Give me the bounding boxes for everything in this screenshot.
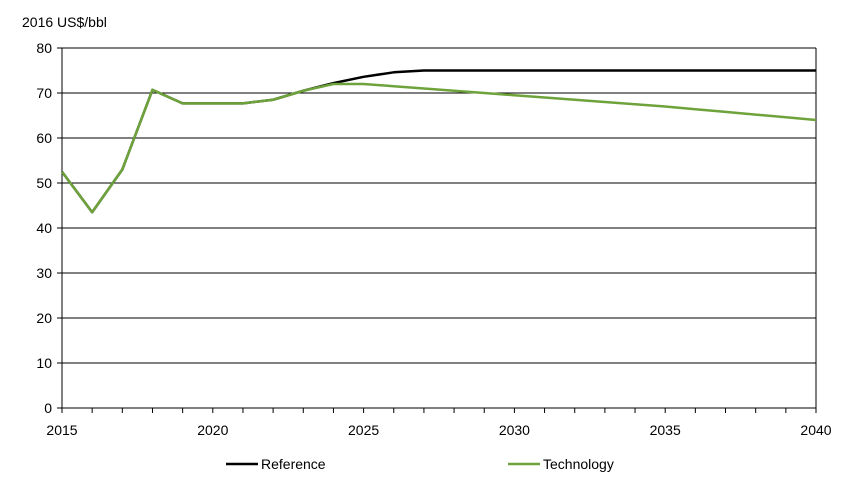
y-tick-label-60: 60 <box>36 130 52 146</box>
x-tick-label-2025: 2025 <box>348 422 379 438</box>
gridlines <box>62 47 816 409</box>
y-tick-label-50: 50 <box>36 175 52 191</box>
legend-label-technology: Technology <box>543 456 614 472</box>
y-tick-label-70: 70 <box>36 85 52 101</box>
axes <box>61 48 817 409</box>
y-tick-label-30: 30 <box>36 265 52 281</box>
x-tick-label-2015: 2015 <box>46 422 77 438</box>
series-lines <box>60 69 817 214</box>
series-line-technology <box>60 82 817 214</box>
y-tick-label-0: 0 <box>44 400 52 416</box>
legend-label-reference: Reference <box>261 456 326 472</box>
y-tick-label-40: 40 <box>36 220 52 236</box>
x-tick-label-2020: 2020 <box>197 422 228 438</box>
x-axis-ticks: 2015 2020 2025 2030 2035 2040 <box>46 408 832 438</box>
y-tick-label-10: 10 <box>36 355 52 371</box>
y-tick-label-80: 80 <box>36 40 52 56</box>
y-axis-label: 2016 US$/bbl <box>22 14 107 30</box>
legend: Reference Technology <box>226 456 614 472</box>
y-axis-ticks: 0 10 20 30 40 50 60 70 80 <box>36 40 62 416</box>
y-tick-label-20: 20 <box>36 310 52 326</box>
x-tick-label-2030: 2030 <box>499 422 530 438</box>
x-tick-label-2040: 2040 <box>800 422 831 438</box>
series-line-reference <box>60 69 816 214</box>
x-tick-label-2035: 2035 <box>650 422 681 438</box>
